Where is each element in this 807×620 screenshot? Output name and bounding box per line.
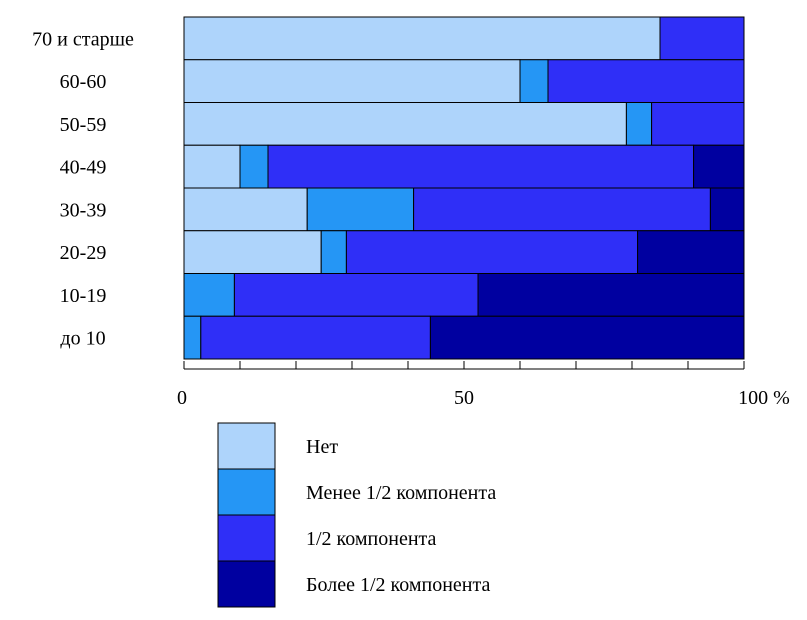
bar-10-19-series-3 [233, 273, 479, 317]
legend-item-1: Нет [217, 422, 338, 470]
bar-50-59-series-1 [183, 102, 627, 146]
legend-item-3: 1/2 компонента [217, 514, 437, 562]
legend-label-4: Более 1/2 компонента [306, 574, 490, 596]
legend-item-2: Менее 1/2 компонента [217, 468, 496, 516]
bar-70-и-старше-series-1 [183, 16, 661, 61]
bar-30-39-series-4 [709, 187, 745, 232]
x-tick-label-100: 100 % [738, 387, 790, 409]
y-tick-label-60-60: 60-60 [60, 71, 107, 93]
bar-20-29-series-2 [320, 230, 347, 274]
legend-item-4: Более 1/2 компонента [217, 560, 490, 608]
legend-label-1: Нет [306, 436, 338, 458]
legend-label-2: Менее 1/2 компонента [306, 482, 496, 504]
y-tick-label-50-59: 50-59 [60, 114, 107, 136]
legend-swatch-3 [217, 514, 276, 562]
y-tick-label-10-19: 10-19 [60, 285, 107, 307]
bar-до-10-series-2 [183, 315, 202, 360]
y-tick-label-до-10: до 10 [60, 328, 105, 350]
bar-60-60-series-3 [547, 59, 745, 103]
bar-row-20-29 [183, 230, 745, 274]
bar-20-29-series-1 [183, 230, 322, 274]
bar-40-49-series-4 [693, 144, 745, 189]
legend-swatch-2 [217, 468, 276, 516]
y-tick-label-70-и-старше: 70 и старше [32, 28, 134, 50]
legend-label-3: 1/2 компонента [306, 528, 437, 550]
bar-30-39-series-1 [183, 187, 308, 232]
bar-20-29-series-3 [345, 230, 639, 274]
bar-row-10-19 [183, 273, 745, 317]
x-axis: 0 50 100 % [177, 361, 790, 409]
x-tick-label-50: 50 [454, 387, 474, 409]
bar-10-19-series-2 [183, 273, 235, 317]
bar-row-40-49 [183, 144, 745, 189]
legend-swatch-1 [217, 422, 276, 470]
legend: Нет Менее 1/2 компонента 1/2 компонента Бол… [217, 422, 496, 608]
bars-layer [183, 16, 745, 360]
bar-50-59-series-3 [651, 102, 745, 146]
legend-swatch-4 [217, 560, 276, 608]
bar-row-60-60 [183, 59, 745, 103]
bar-row-до-10 [183, 315, 745, 360]
bar-20-29-series-4 [637, 230, 745, 274]
bar-до-10-series-3 [200, 315, 431, 360]
y-tick-label-30-39: 30-39 [60, 199, 107, 221]
bar-row-50-59 [183, 102, 745, 146]
bar-40-49-series-1 [183, 144, 241, 189]
bar-30-39-series-2 [306, 187, 415, 232]
bar-row-70-и-старше [183, 16, 745, 61]
y-axis-labels: 70 и старше 60-60 50-59 40-49 30-39 20-29 10-1… [32, 28, 134, 349]
bar-60-60-series-1 [183, 59, 521, 103]
bar-40-49-series-2 [239, 144, 269, 189]
bar-50-59-series-2 [625, 102, 653, 146]
x-tick-label-0: 0 [177, 387, 187, 409]
bar-30-39-series-3 [413, 187, 711, 232]
bar-60-60-series-2 [519, 59, 549, 103]
bar-до-10-series-4 [429, 315, 745, 360]
y-tick-label-20-29: 20-29 [60, 242, 107, 264]
y-tick-label-40-49: 40-49 [60, 157, 107, 179]
bar-70-и-старше-series-3 [659, 16, 745, 61]
bar-10-19-series-4 [477, 273, 745, 317]
bar-row-30-39 [183, 187, 745, 232]
bar-40-49-series-3 [267, 144, 695, 189]
